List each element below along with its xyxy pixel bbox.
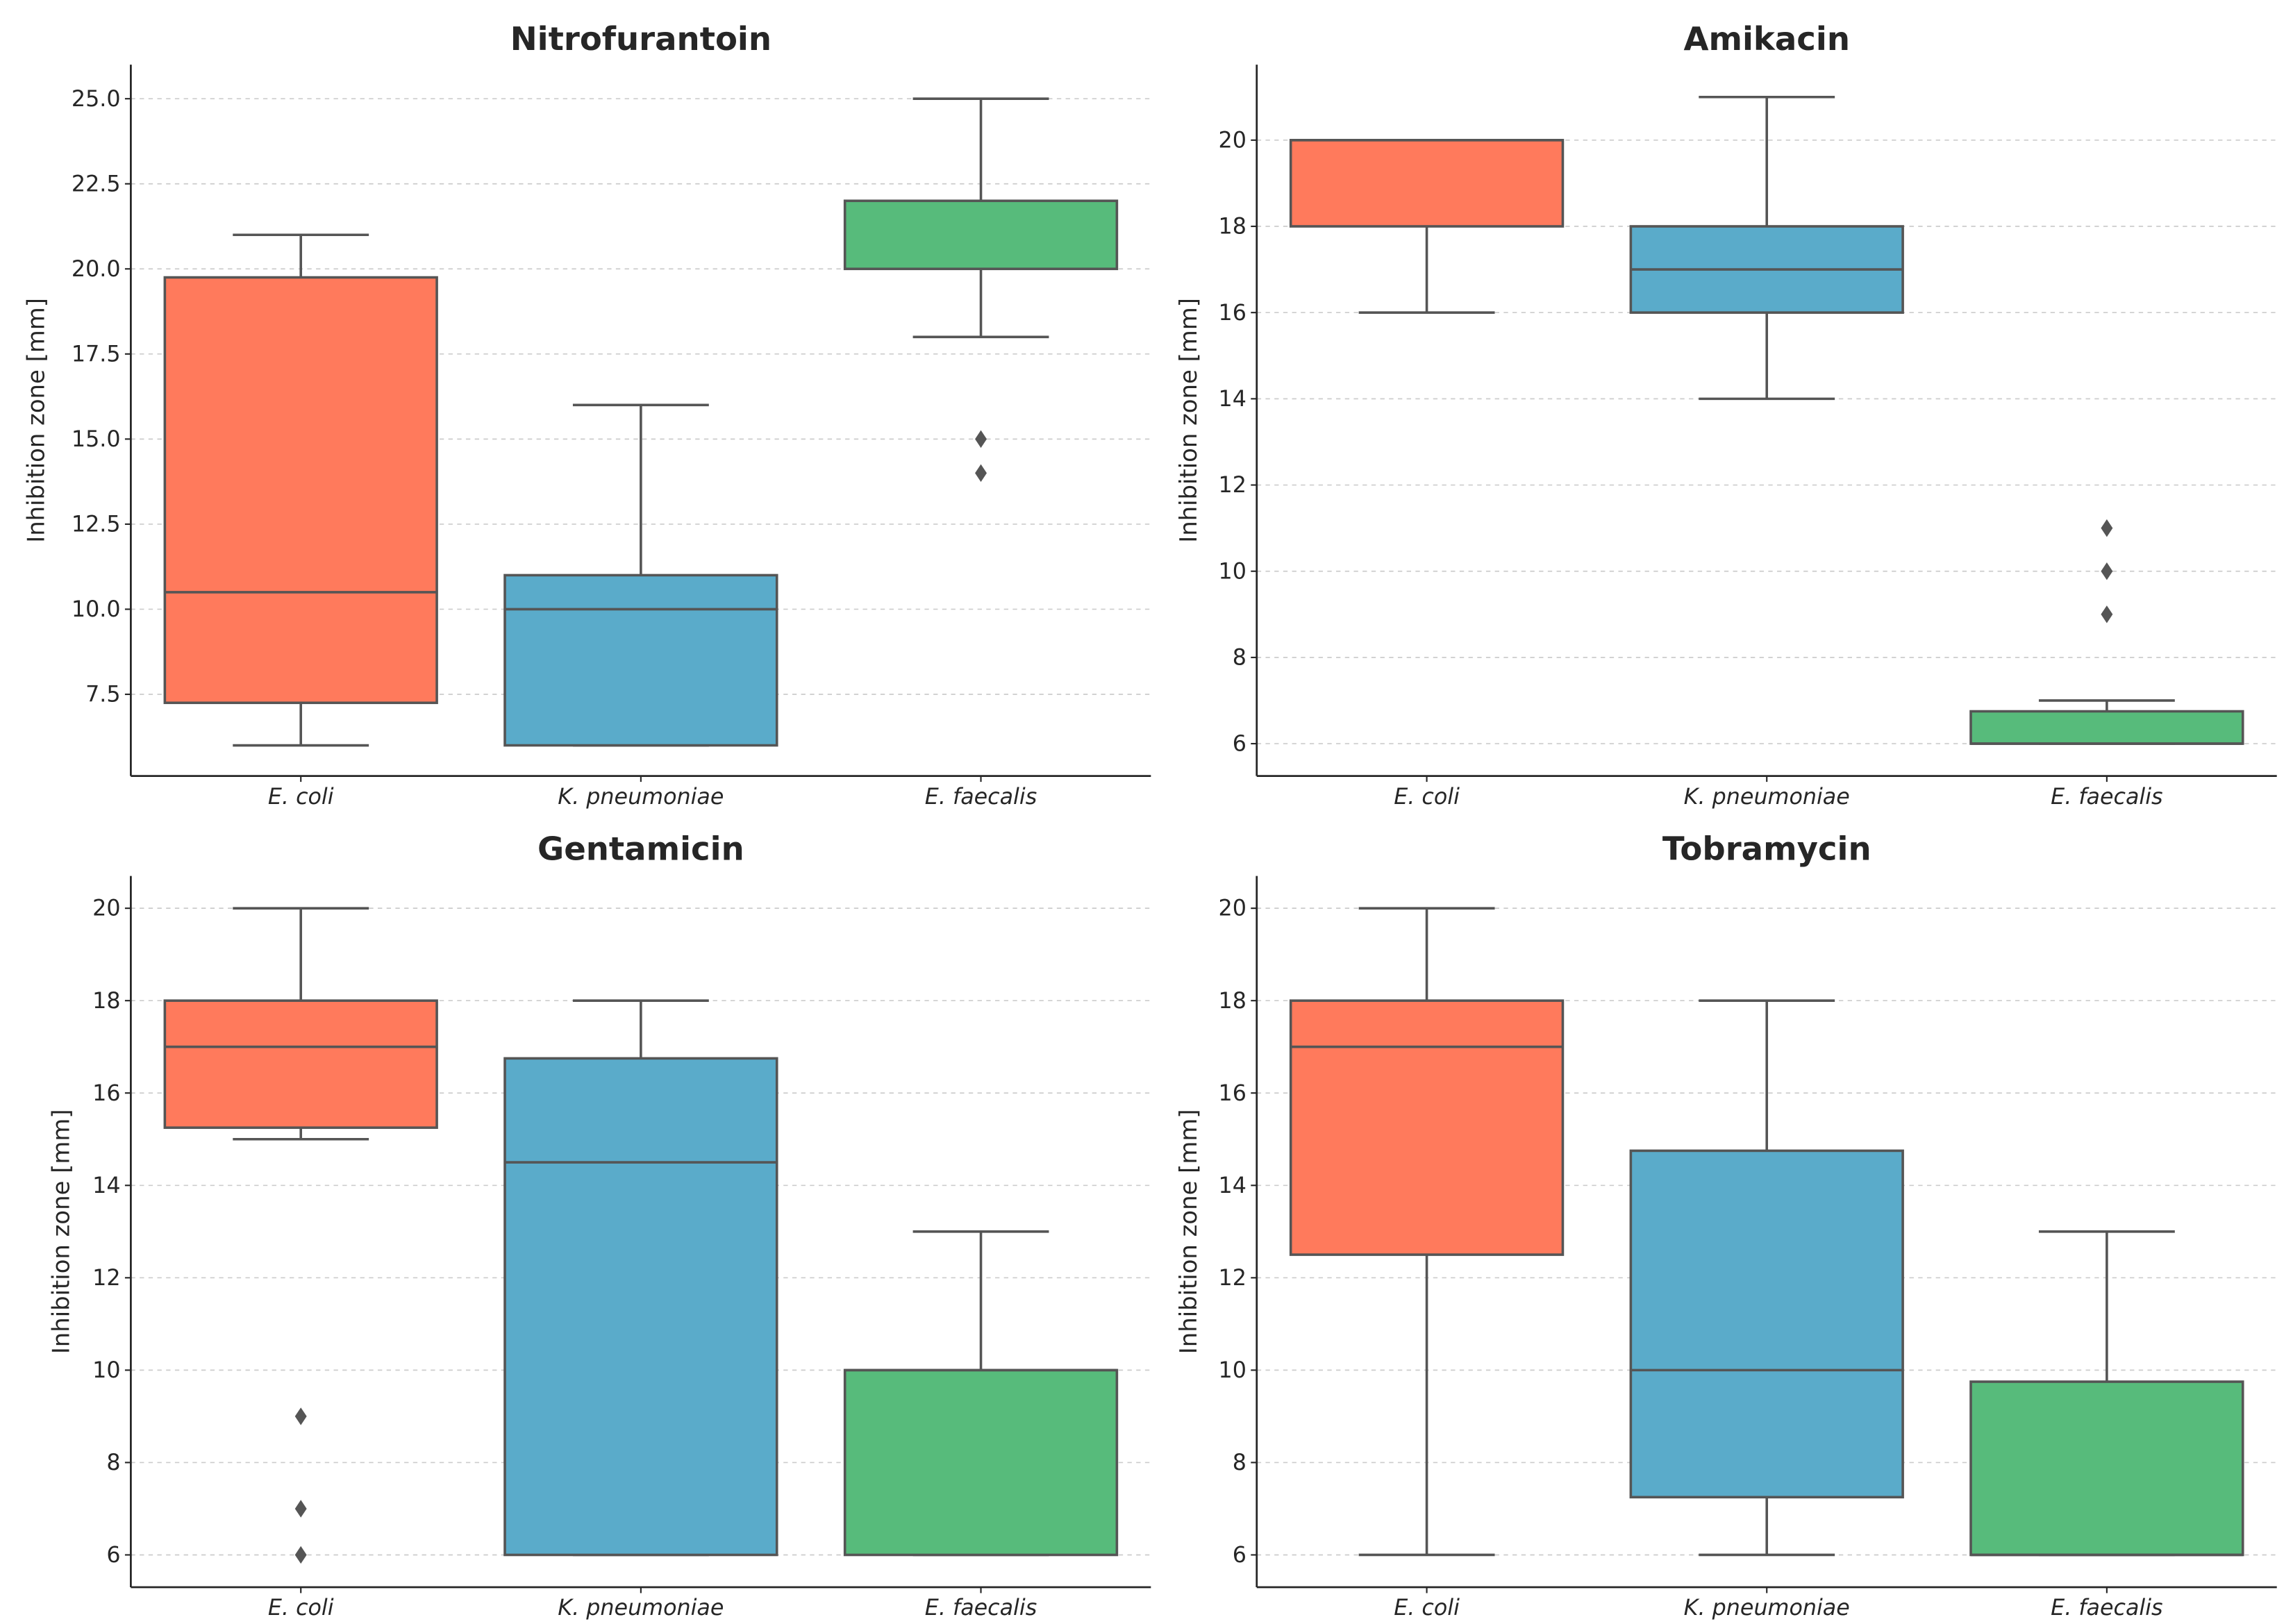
y-axis-label: Inhibition zone [mm] [23, 298, 50, 543]
y-tick-label: 20 [92, 896, 120, 921]
outlier-marker [294, 1546, 307, 1564]
x-tick-label: K. pneumoniae [558, 785, 724, 810]
y-tick-label: 12 [1219, 473, 1246, 498]
outlier-marker [2101, 605, 2113, 623]
y-tick-label: 14 [1219, 1173, 1246, 1198]
y-tick-label: 18 [92, 989, 120, 1014]
x-tick-label: K. pneumoniae [1684, 1596, 1850, 1621]
y-axis-label: Inhibition zone [mm] [1175, 1109, 1202, 1354]
x-tick-label: E. faecalis [925, 785, 1037, 810]
panel-title: Nitrofurantoin [510, 20, 772, 58]
panel-nitrofurantoin: 7.5 10.0 12.5 15.0 17.5 20.0 22.5 25.0 E. coli K.… [23, 20, 1151, 810]
x-tick-label: E. coli [1394, 785, 1460, 810]
y-tick-label: 17.5 [72, 342, 121, 367]
panel-amikacin: 6 8 10 12 14 16 18 20 E. coli K. pneumoniae E. fae… [1175, 20, 2277, 810]
x-tick-label: E. coli [1394, 1596, 1460, 1621]
outlier-marker [975, 464, 987, 483]
box-iqr [163, 999, 438, 1129]
x-tick-label: E. coli [268, 785, 334, 810]
y-tick-label: 12.5 [72, 512, 121, 537]
box-k-pneumoniae [503, 999, 778, 1557]
outlier-marker [294, 1500, 307, 1518]
y-tick-label: 10.0 [72, 597, 121, 622]
box-iqr [503, 1057, 778, 1557]
panel-title: Amikacin [1683, 20, 1850, 58]
y-tick-label: 16 [92, 1081, 120, 1106]
y-tick-label: 20.0 [72, 257, 121, 282]
x-tick-label: E. faecalis [925, 1596, 1037, 1621]
y-tick-label: 25.0 [72, 87, 121, 112]
y-tick-label: 10 [1219, 559, 1246, 584]
box-iqr [843, 199, 1119, 271]
x-tick-label: E. faecalis [2051, 1596, 2162, 1621]
y-tick-label: 10 [92, 1358, 120, 1383]
y-axis-label: Inhibition zone [mm] [1175, 298, 1202, 543]
y-axis-label: Inhibition zone [mm] [47, 1109, 74, 1354]
box-k-pneumoniae [1629, 95, 1904, 401]
y-tick-label: 7.5 [85, 683, 120, 708]
y-tick-label: 18 [1219, 989, 1246, 1014]
box-k-pneumoniae [503, 403, 778, 747]
box-e-coli [1289, 907, 1565, 1557]
box-e-coli [1289, 139, 1565, 314]
y-tick-label: 10 [1219, 1358, 1246, 1383]
box-iqr [1629, 1149, 1904, 1499]
y-tick-label: 18 [1219, 215, 1246, 240]
y-tick-label: 16 [1219, 301, 1246, 326]
y-tick-label: 16 [1219, 1081, 1246, 1106]
box-iqr [1289, 999, 1565, 1256]
y-tick-label: 6 [1233, 1543, 1246, 1568]
y-tick-label: 15.0 [72, 427, 121, 452]
y-tick-label: 14 [92, 1173, 120, 1198]
y-tick-label: 8 [1233, 645, 1246, 670]
box-iqr [1969, 710, 2244, 745]
box-e-faecalis [843, 1230, 1119, 1557]
y-tick-label: 20 [1219, 128, 1246, 153]
y-tick-label: 8 [1233, 1450, 1246, 1475]
panel-title: Tobramycin [1662, 830, 1871, 867]
outlier-marker [975, 430, 987, 449]
box-e-faecalis [843, 97, 1119, 483]
outlier-marker [294, 1407, 307, 1425]
box-iqr [163, 276, 438, 705]
x-tick-label: K. pneumoniae [1684, 785, 1850, 810]
outlier-marker [2101, 562, 2113, 580]
box-e-faecalis [1969, 1230, 2244, 1557]
outlier-marker [2101, 519, 2113, 537]
y-tick-label: 12 [1219, 1266, 1246, 1291]
box-iqr [1969, 1380, 2244, 1557]
x-tick-label: E. faecalis [2051, 785, 2162, 810]
box-e-coli [163, 233, 438, 747]
y-tick-label: 22.5 [72, 171, 121, 196]
box-e-coli [163, 907, 438, 1564]
box-iqr [843, 1368, 1119, 1557]
box-k-pneumoniae [1629, 999, 1904, 1557]
x-tick-label: K. pneumoniae [558, 1596, 724, 1621]
y-tick-label: 6 [1233, 732, 1246, 757]
box-iqr [503, 574, 778, 747]
box-iqr [1289, 139, 1565, 228]
y-tick-label: 14 [1219, 387, 1246, 412]
box-e-faecalis [1969, 519, 2244, 745]
panel-title: Gentamicin [537, 830, 744, 867]
panel-gentamicin: 6 8 10 12 14 16 18 20 E. coli K. pneumoniae E. fae… [47, 830, 1151, 1621]
panel-tobramycin: 6 8 10 12 14 16 18 20 E. coli K. pneumoniae E. fae… [1175, 830, 2277, 1621]
y-tick-label: 12 [92, 1266, 120, 1291]
y-tick-label: 20 [1219, 896, 1246, 921]
y-tick-label: 8 [106, 1450, 120, 1475]
y-tick-label: 6 [106, 1543, 120, 1568]
x-tick-label: E. coli [268, 1596, 334, 1621]
